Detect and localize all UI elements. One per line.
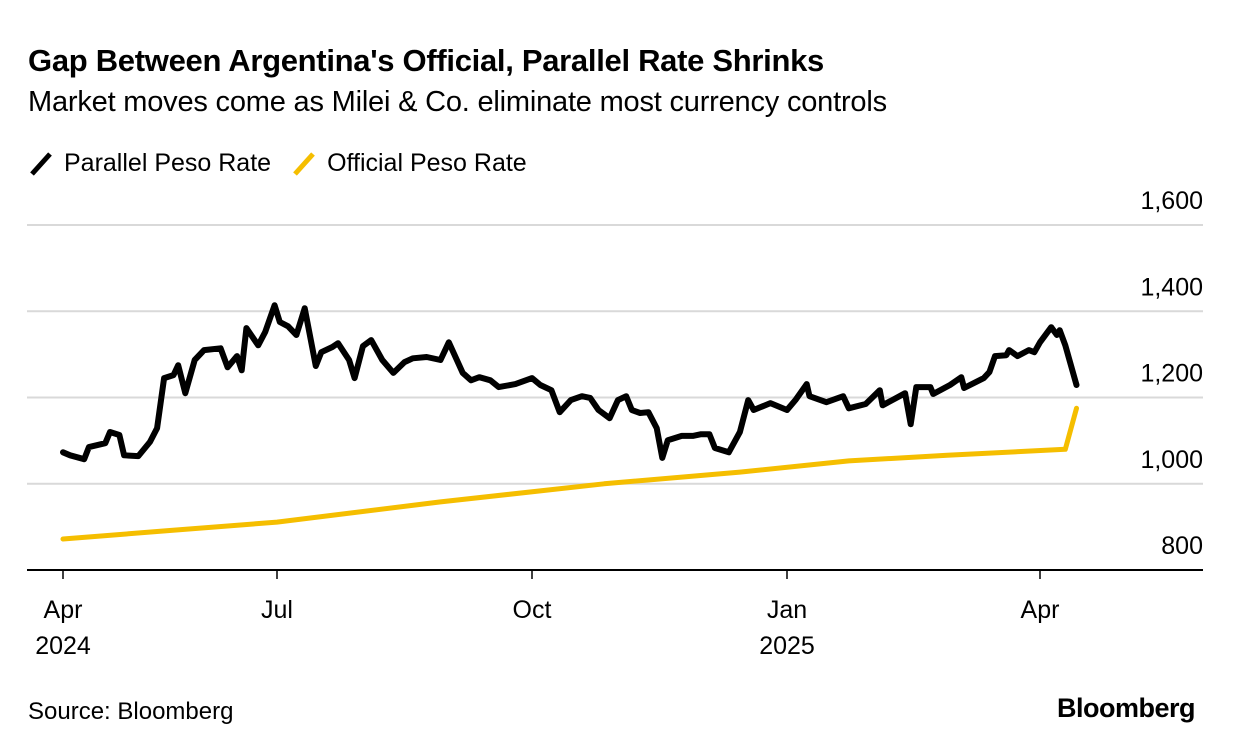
- y-tick-label: 800: [1161, 532, 1203, 560]
- y-axis-labels: 800 1,000 1,200 1,400 1,600: [1140, 187, 1203, 560]
- y-tick-label: 1,000: [1140, 446, 1203, 474]
- legend-swatch-official-icon: [291, 148, 317, 178]
- legend-label-parallel: Parallel Peso Rate: [64, 148, 272, 177]
- y-tick-label: 1,200: [1140, 360, 1203, 388]
- chart-subtitle: Market moves come as Milei & Co. elimina…: [28, 86, 887, 118]
- x-tick-label: Jan: [767, 596, 807, 624]
- y-tick-label: 1,400: [1140, 273, 1203, 301]
- x-tick-label: Apr: [1021, 596, 1060, 624]
- chart-area: 800 1,000 1,200 1,400 1,600 Apr 2024 Jul Oct Jan…: [27, 187, 1203, 660]
- x-axis: Apr 2024 Jul Oct Jan 2025 Apr: [27, 569, 1203, 660]
- x-tick-label: Oct: [513, 596, 552, 624]
- chart-title: Gap Between Argentina's Official, Parall…: [28, 43, 824, 78]
- y-tick-label: 1,600: [1140, 187, 1203, 215]
- x-tick-year-label: 2025: [759, 632, 815, 660]
- bloomberg-logo: Bloomberg: [1056, 693, 1196, 723]
- series-line-official: [60, 405, 1079, 542]
- legend: Parallel Peso Rate Official Peso Rate: [28, 146, 547, 180]
- legend-label-official: Official Peso Rate: [327, 148, 527, 177]
- series-line-parallel: [60, 302, 1080, 463]
- x-tick-year-label: 2024: [35, 632, 91, 660]
- series-lines: [60, 302, 1080, 542]
- legend-item-parallel: Parallel Peso Rate: [28, 148, 271, 178]
- source-note: Source: Bloomberg: [28, 698, 234, 725]
- x-tick-label: Jul: [261, 596, 293, 624]
- legend-swatch-parallel-icon: [28, 148, 54, 178]
- legend-item-official: Official Peso Rate: [291, 148, 527, 178]
- x-tick-label: Apr: [44, 596, 83, 624]
